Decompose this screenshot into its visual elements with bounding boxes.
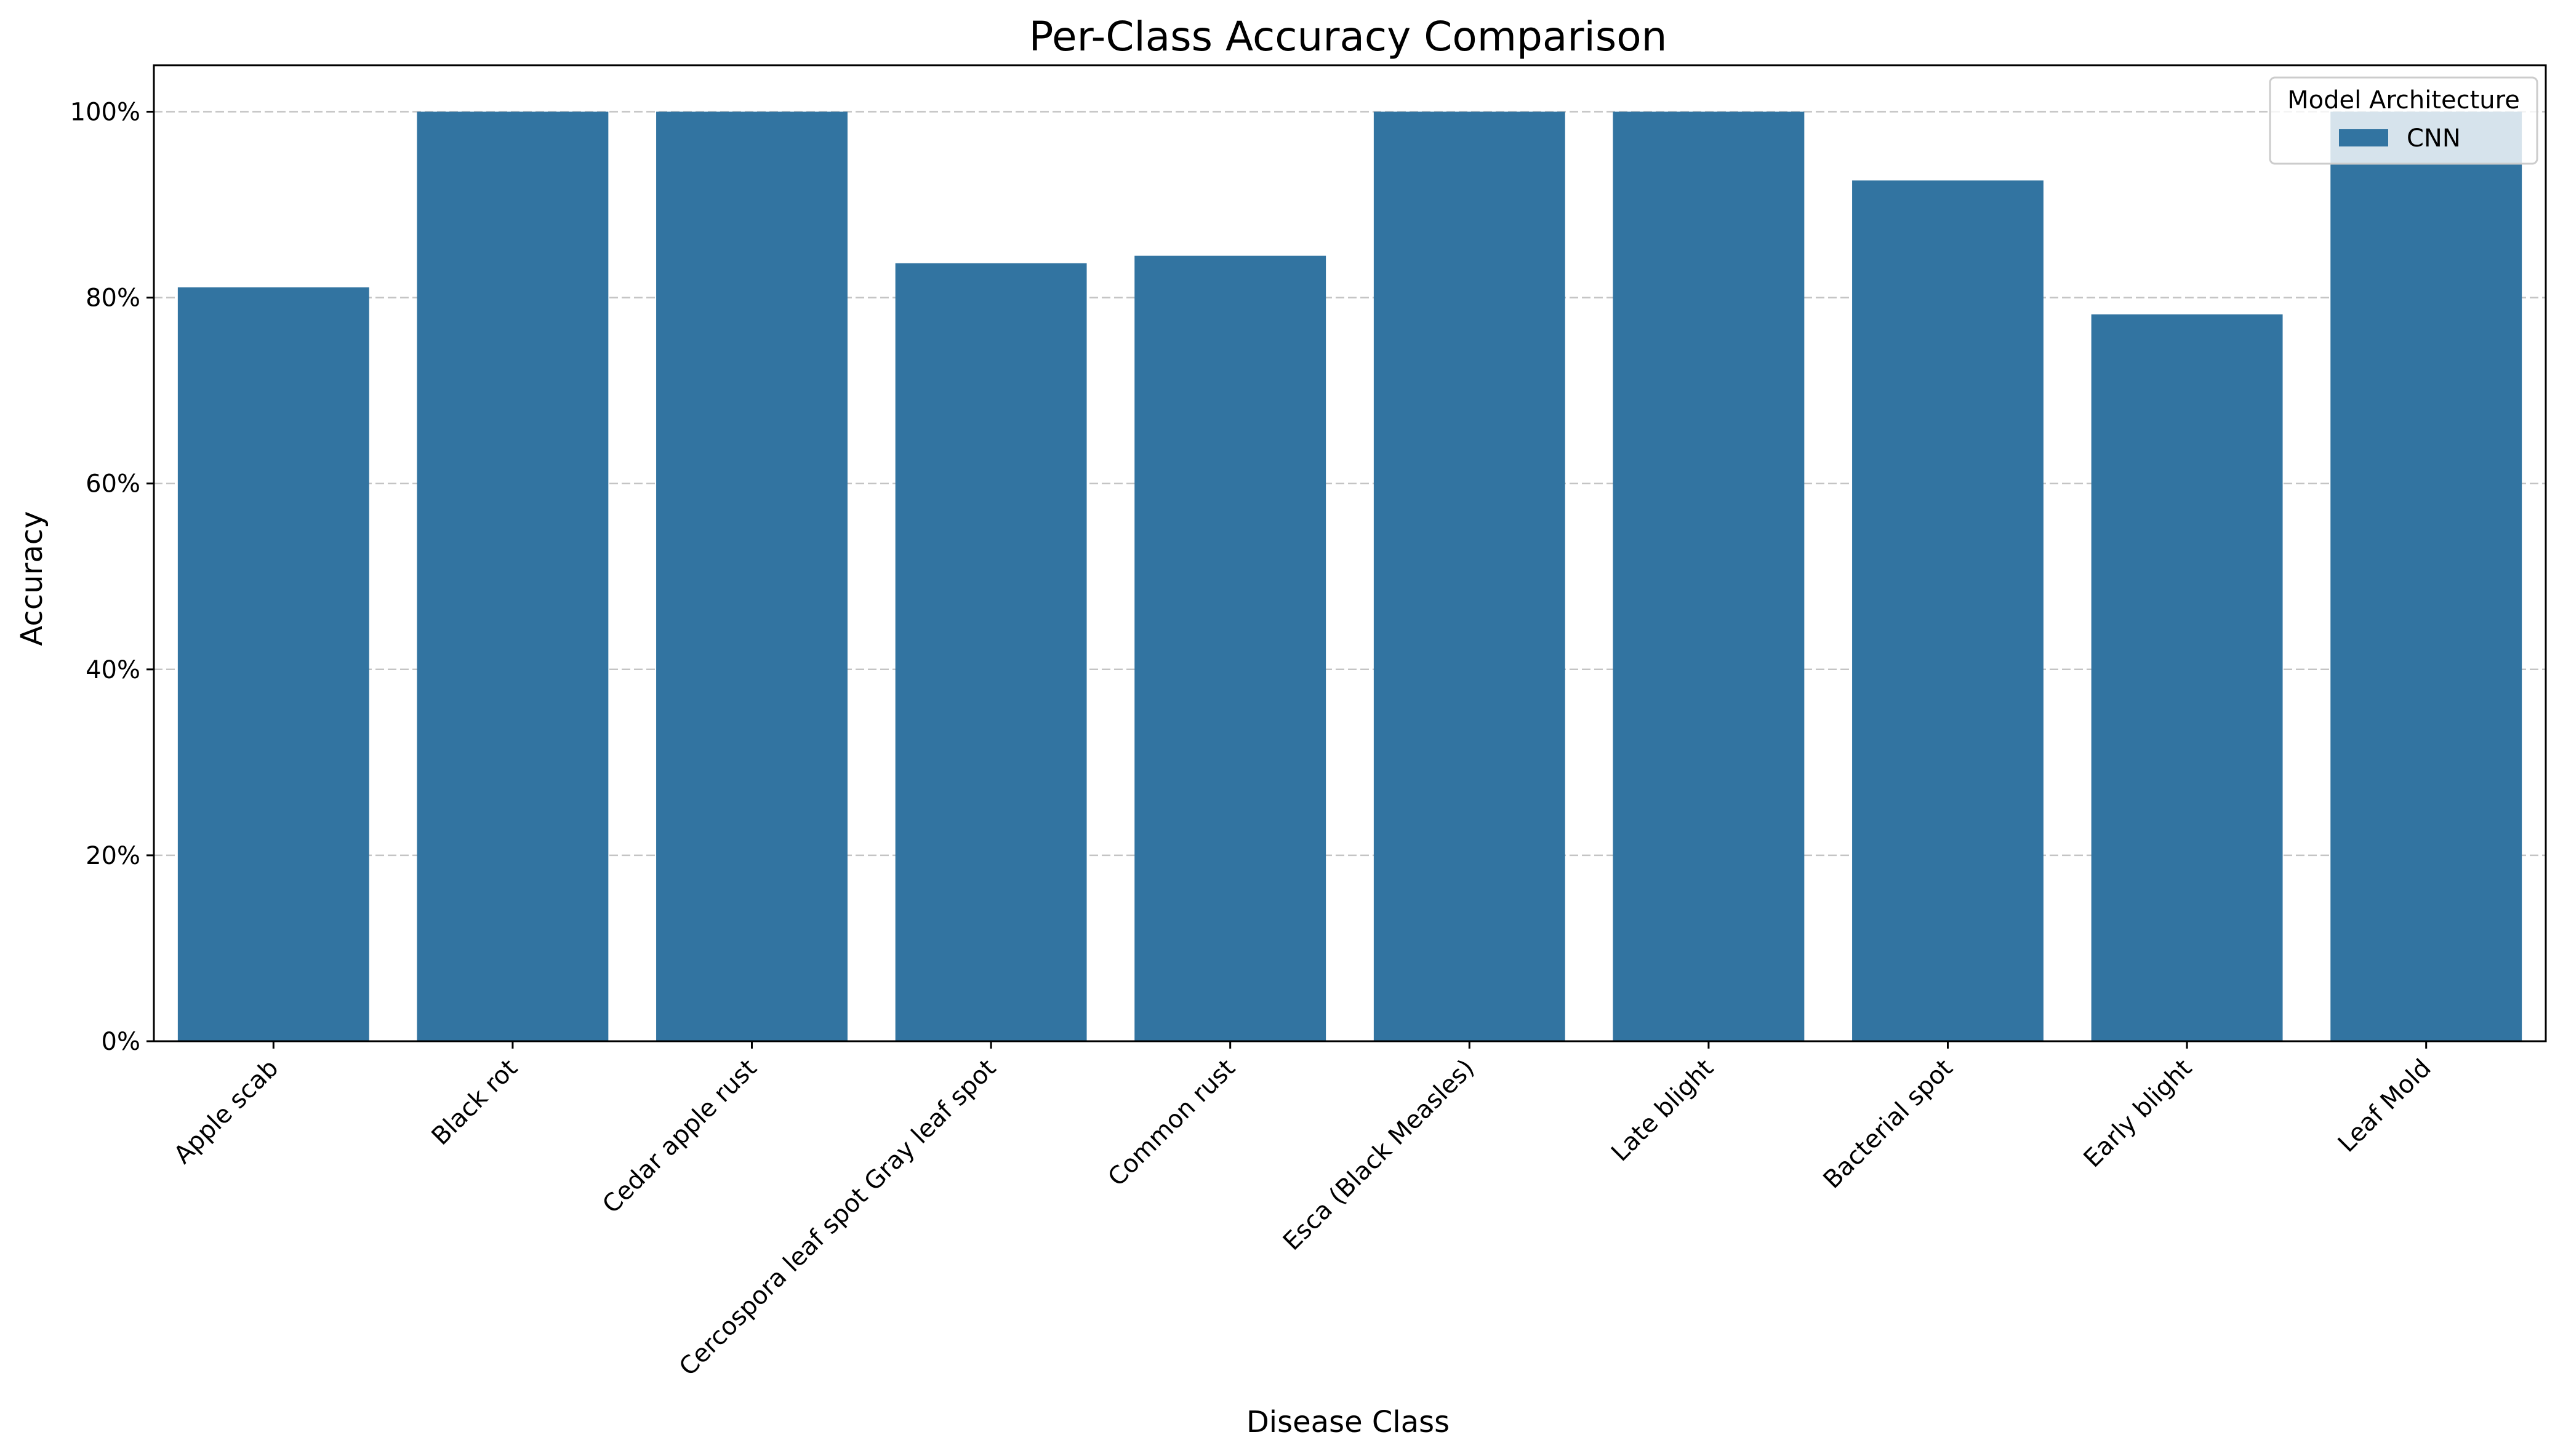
plot-frame: [153, 64, 2547, 1042]
x-tick-label: Common rust: [1102, 1054, 1240, 1192]
plot-border: [153, 64, 2547, 1042]
y-tick-label: 40%: [86, 656, 140, 684]
bar: [895, 263, 1087, 1041]
legend-box: [2269, 76, 2538, 165]
y-tick-label: 20%: [86, 842, 140, 870]
x-tick-label: Early blight: [2079, 1054, 2198, 1174]
x-tick-label: Esca (Black Measles): [1278, 1054, 1480, 1256]
x-tick-label: Black rot: [427, 1054, 523, 1151]
x-axis-ticks: Apple scab Black rot Cedar apple rustCerco…: [169, 1041, 2437, 1382]
x-tick-label: Leaf Mold: [2333, 1054, 2437, 1158]
bar: [2330, 111, 2522, 1041]
legend-swatch: [2339, 129, 2388, 146]
x-tick-label: Bacterial spot: [1818, 1054, 1959, 1194]
x-tick-label: Cedar apple rust: [597, 1054, 762, 1219]
chart-title: Per-Class Accuracy Comparison: [1029, 13, 1667, 60]
bar: [417, 111, 609, 1041]
x-tick-label: Late blight: [1606, 1054, 1719, 1167]
legend-series-label: CNN: [2407, 124, 2461, 153]
bar: [1134, 255, 1326, 1042]
y-tick-label: 0%: [102, 1028, 140, 1056]
legend: Model Architecture CNN: [2269, 76, 2538, 165]
bar: [1852, 180, 2044, 1041]
y-axis-ticks: 0% 20% 40% 60% 80% 100%: [70, 98, 154, 1056]
bar: [177, 287, 369, 1042]
y-tick-label: 100%: [70, 98, 140, 127]
bar: [1613, 111, 1805, 1041]
y-tick-label: 60%: [86, 470, 140, 498]
legend-title: Model Architecture: [2287, 86, 2520, 114]
bars: [177, 111, 2522, 1042]
x-tick-label: Apple scab: [169, 1054, 284, 1170]
x-axis-label: Disease Class: [1246, 1405, 1450, 1439]
bar: [1373, 111, 1565, 1041]
y-tick-label: 80%: [86, 284, 140, 313]
y-axis-label: Accuracy: [15, 511, 49, 646]
bar: [656, 111, 848, 1041]
bar: [2091, 314, 2283, 1041]
